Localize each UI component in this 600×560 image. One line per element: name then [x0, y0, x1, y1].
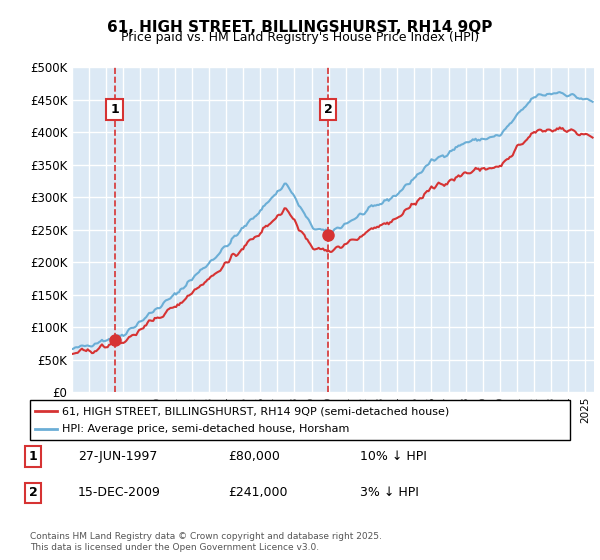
Text: 10% ↓ HPI: 10% ↓ HPI: [360, 450, 427, 463]
Text: 1: 1: [110, 103, 119, 116]
Text: 1: 1: [29, 450, 37, 463]
Text: 3% ↓ HPI: 3% ↓ HPI: [360, 486, 419, 500]
Text: £241,000: £241,000: [228, 486, 287, 500]
Text: 27-JUN-1997: 27-JUN-1997: [78, 450, 157, 463]
Text: Price paid vs. HM Land Registry's House Price Index (HPI): Price paid vs. HM Land Registry's House …: [121, 31, 479, 44]
Text: 2: 2: [323, 103, 332, 116]
Text: 2: 2: [29, 486, 37, 500]
FancyBboxPatch shape: [30, 400, 570, 440]
Text: 61, HIGH STREET, BILLINGSHURST, RH14 9QP: 61, HIGH STREET, BILLINGSHURST, RH14 9QP: [107, 20, 493, 35]
Text: HPI: Average price, semi-detached house, Horsham: HPI: Average price, semi-detached house,…: [62, 423, 350, 433]
Text: Contains HM Land Registry data © Crown copyright and database right 2025.
This d: Contains HM Land Registry data © Crown c…: [30, 532, 382, 552]
Text: 61, HIGH STREET, BILLINGSHURST, RH14 9QP (semi-detached house): 61, HIGH STREET, BILLINGSHURST, RH14 9QP…: [62, 407, 449, 417]
Text: 15-DEC-2009: 15-DEC-2009: [78, 486, 161, 500]
Text: £80,000: £80,000: [228, 450, 280, 463]
